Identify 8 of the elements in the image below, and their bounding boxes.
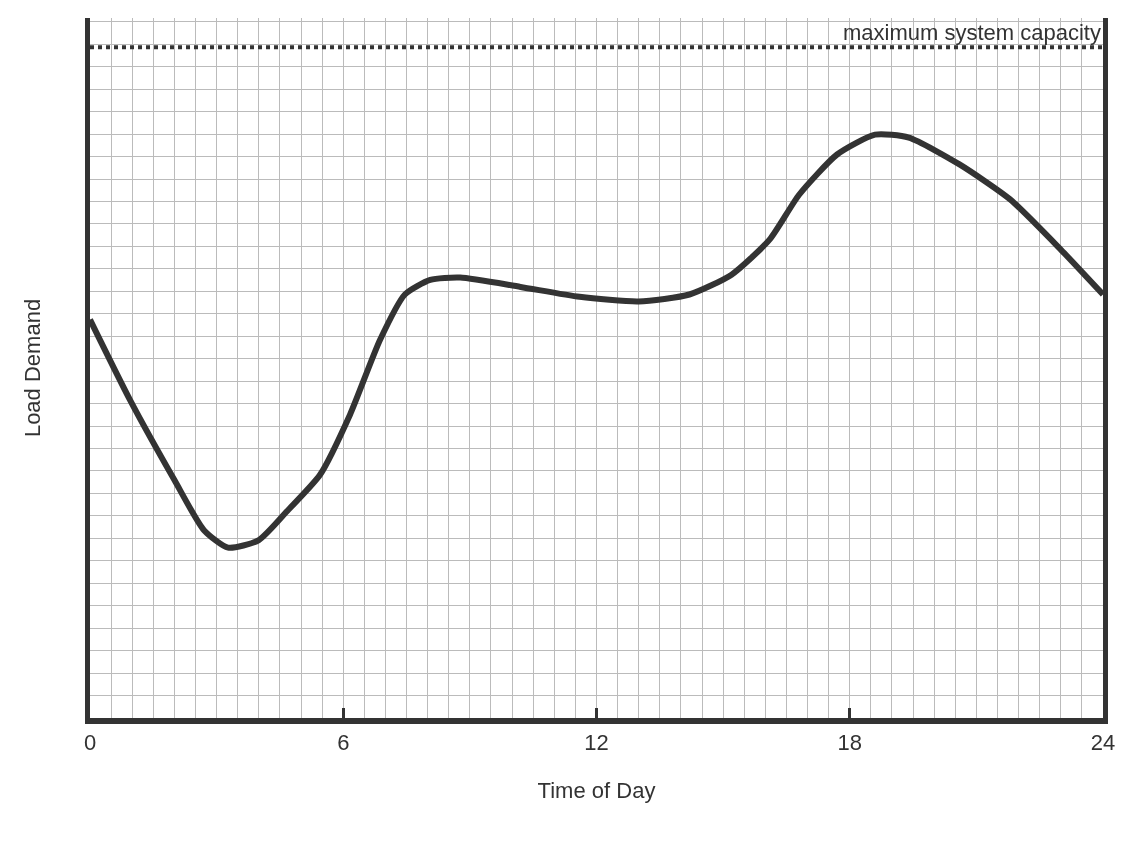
y-axis-title: Load Demand [19,298,45,438]
ref-line-label: maximum system capacity [843,20,1101,45]
x-tick-label: 12 [584,730,609,756]
x-tick-label: 6 [337,730,350,756]
x-axis-title: Time of Day [537,777,656,803]
x-tick-label: 18 [837,730,862,756]
x-tick-label: 24 [1090,730,1116,756]
x-tick-label: 0 [83,730,97,756]
